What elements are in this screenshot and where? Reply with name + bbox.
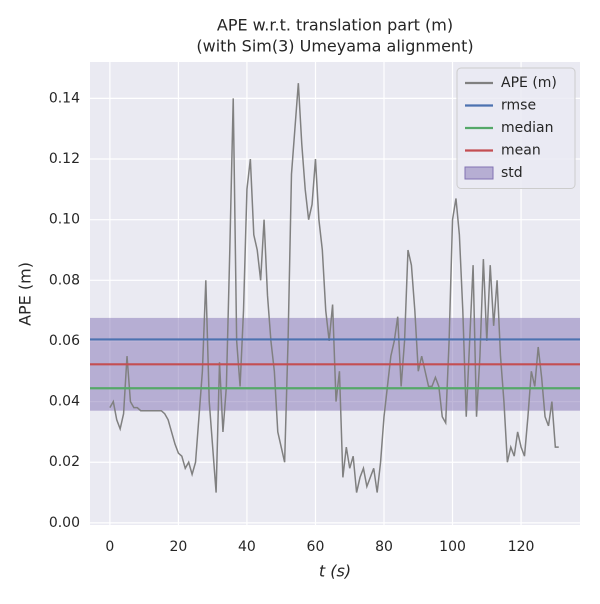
y-tick-label: 0.04: [49, 394, 80, 410]
y-tick-label: 0.10: [49, 212, 80, 228]
y-tick-label: 0.08: [49, 272, 80, 288]
x-tick-label: 100: [439, 539, 466, 555]
x-tick-label: 60: [307, 539, 325, 555]
x-tick-label: 20: [169, 539, 187, 555]
y-axis-label: APE (m): [16, 262, 35, 326]
legend-label: APE (m): [501, 75, 557, 91]
x-tick-label: 0: [105, 539, 114, 555]
ape-line: [109, 83, 559, 493]
legend-label: rmse: [501, 98, 536, 114]
chart-subtitle: (with Sim(3) Umeyama alignment): [196, 37, 473, 56]
legend: APE (m) rmse median mean std: [456, 67, 576, 189]
chart-title: APE w.r.t. translation part (m): [217, 16, 453, 35]
y-tick-label: 0.00: [49, 515, 80, 531]
x-axis-label: t (s): [319, 562, 351, 581]
y-tick-label: 0.02: [49, 454, 80, 470]
x-tick-label: 40: [238, 539, 256, 555]
legend-label: median: [501, 120, 553, 136]
legend-box: [456, 67, 576, 189]
marks: [90, 83, 580, 493]
x-tick-label: 80: [375, 539, 393, 555]
y-tick-label: 0.14: [49, 90, 80, 106]
legend-label: std: [501, 165, 523, 181]
legend-swatch: [464, 166, 494, 180]
y-tick-label: 0.06: [49, 333, 80, 349]
legend-label: mean: [501, 143, 541, 159]
x-tick-label: 120: [508, 539, 535, 555]
y-tick-label: 0.12: [49, 151, 80, 167]
